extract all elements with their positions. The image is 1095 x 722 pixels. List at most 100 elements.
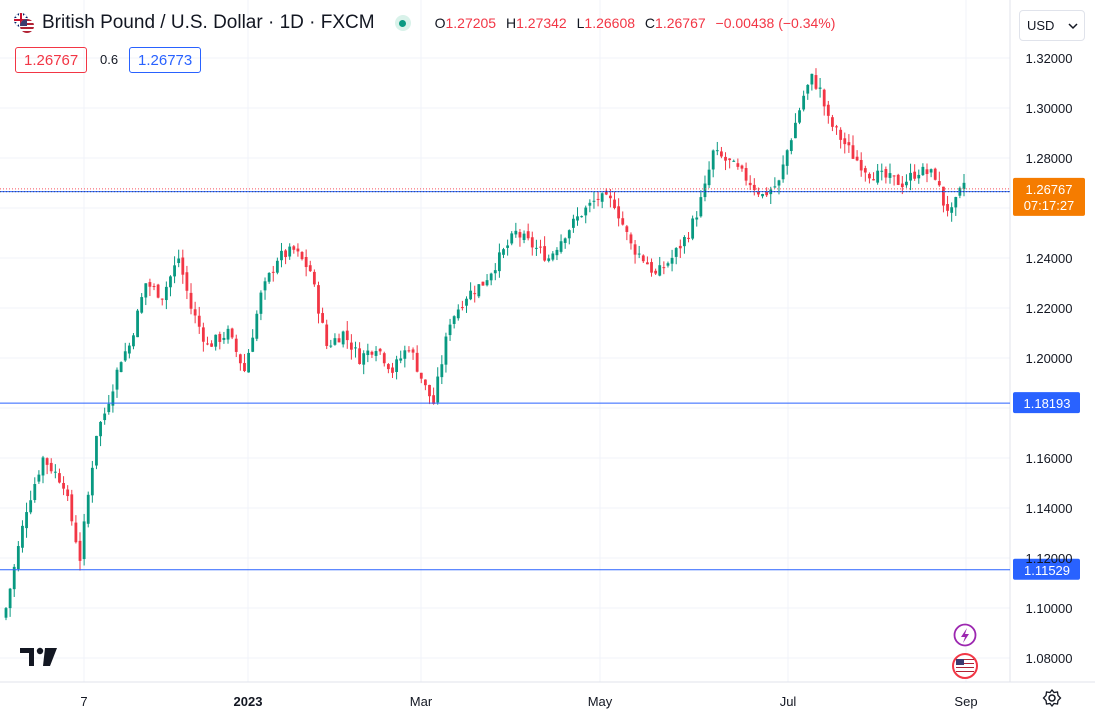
candle-body	[703, 183, 707, 198]
candle	[226, 325, 230, 344]
candle	[662, 261, 666, 275]
candle-body	[588, 202, 592, 206]
candle	[859, 152, 863, 177]
candle	[617, 198, 621, 227]
candle	[267, 272, 271, 284]
flag-stripe	[956, 667, 974, 668]
candle	[132, 333, 135, 350]
candle-body	[732, 160, 736, 162]
candle-body	[354, 347, 357, 349]
candle	[497, 243, 501, 278]
buy-button[interactable]: 1.26773	[129, 47, 202, 73]
candle	[90, 460, 94, 503]
candle	[391, 362, 394, 379]
candle-body	[670, 257, 674, 264]
candle	[798, 107, 801, 125]
candle	[806, 84, 810, 100]
candle-body	[288, 246, 292, 257]
candle-body	[567, 230, 571, 239]
candle	[773, 177, 777, 189]
candle	[296, 243, 300, 257]
candle	[695, 211, 699, 227]
candle-body	[140, 297, 144, 313]
candle-body	[362, 353, 366, 365]
candle	[913, 164, 917, 181]
symbol-title[interactable]: British Pound / U.S. Dollar · 1D · FXCM	[42, 12, 375, 33]
candle-body	[193, 309, 197, 316]
currency-label: USD	[1027, 18, 1055, 33]
candle	[370, 350, 374, 358]
x-axis-tick-label: Mar	[410, 694, 433, 709]
tradingview-logo-icon	[20, 647, 57, 666]
candle	[884, 166, 888, 184]
candle	[234, 334, 238, 358]
candle	[395, 355, 399, 380]
settings-gear-icon[interactable]	[1042, 688, 1062, 708]
candle-body	[345, 330, 349, 341]
candle	[456, 304, 460, 321]
candle-body	[625, 226, 629, 232]
candle-body	[152, 286, 156, 288]
candle-body	[440, 364, 444, 378]
candle-body	[777, 180, 781, 186]
candle	[539, 239, 542, 254]
candle	[12, 564, 16, 597]
candle	[49, 458, 53, 474]
candle	[917, 169, 921, 184]
candle-body	[103, 413, 107, 421]
candle	[29, 490, 33, 515]
candle-body	[337, 338, 341, 343]
candle	[929, 168, 933, 178]
candle-body	[761, 194, 764, 197]
horizontal-line-label: 1.18193	[1024, 396, 1071, 411]
current-price-tag	[1013, 177, 1085, 216]
candle-body	[45, 458, 49, 465]
flag-stripe	[956, 663, 974, 664]
chart-header: British Pound / U.S. Dollar · 1D · FXCM …	[14, 12, 841, 34]
candle-body	[748, 182, 752, 186]
open-label: O	[434, 15, 446, 31]
candle	[280, 242, 283, 268]
candle-body	[646, 262, 649, 265]
candle	[107, 394, 111, 415]
candle-body	[267, 272, 271, 282]
candle	[851, 135, 855, 160]
candle	[489, 272, 493, 286]
candle	[831, 114, 834, 132]
candle-body	[70, 494, 74, 522]
candle-body	[785, 150, 789, 166]
currency-select[interactable]: USD	[1019, 10, 1085, 41]
candle-body	[847, 142, 851, 146]
candle	[25, 502, 28, 538]
candle	[399, 350, 403, 364]
ohlc-values: O1.27205 H1.27342 L1.26608 C1.26767 −0.0…	[435, 15, 842, 31]
candle-body	[222, 337, 226, 340]
candle	[403, 345, 407, 368]
candle-body	[296, 248, 300, 252]
candle	[275, 257, 279, 275]
candle	[641, 254, 645, 264]
candle	[839, 127, 843, 149]
candle	[699, 190, 703, 218]
candle-body	[263, 281, 267, 291]
candle	[419, 372, 423, 384]
open-value: 1.27205	[445, 15, 497, 31]
candle-body	[329, 345, 333, 347]
candle	[732, 159, 736, 162]
candle	[847, 134, 851, 153]
candle-body	[674, 248, 678, 257]
candle	[82, 513, 86, 566]
candle	[148, 278, 152, 297]
candle-body	[913, 171, 917, 179]
candle	[522, 230, 526, 244]
candle	[345, 321, 349, 349]
candle-body	[419, 372, 423, 379]
sell-button[interactable]: 1.26767	[15, 47, 88, 73]
candle	[950, 202, 954, 222]
low-label: L	[576, 15, 585, 31]
candle-body	[962, 182, 966, 190]
candle-body	[596, 198, 600, 200]
candle-body	[90, 467, 94, 496]
x-axis-tick-label: 7	[80, 694, 87, 709]
